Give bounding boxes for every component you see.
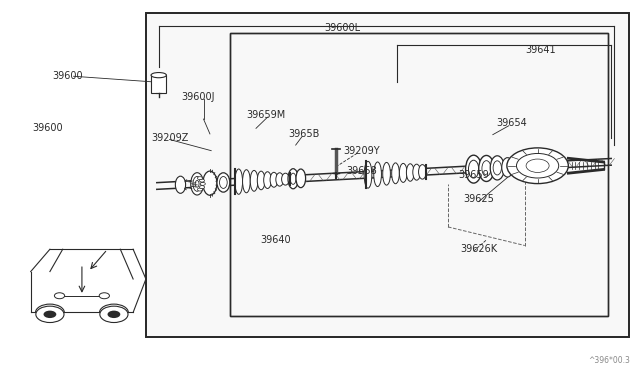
Circle shape <box>36 306 64 323</box>
Ellipse shape <box>364 161 372 188</box>
Ellipse shape <box>220 176 227 188</box>
Ellipse shape <box>479 155 494 182</box>
Ellipse shape <box>276 173 284 186</box>
Ellipse shape <box>257 171 265 190</box>
Ellipse shape <box>490 156 504 180</box>
Text: 39600: 39600 <box>52 71 83 81</box>
Ellipse shape <box>151 73 166 78</box>
Ellipse shape <box>291 173 296 185</box>
Text: 39658: 39658 <box>346 166 377 176</box>
Bar <box>146 13 629 337</box>
Text: 39625: 39625 <box>463 194 494 204</box>
Text: 39600: 39600 <box>33 124 63 133</box>
Circle shape <box>197 177 202 180</box>
Ellipse shape <box>468 160 479 178</box>
Text: 39209Z: 39209Z <box>151 133 188 142</box>
Circle shape <box>507 148 568 184</box>
Circle shape <box>200 186 205 189</box>
Bar <box>151 75 166 93</box>
Ellipse shape <box>175 176 186 193</box>
Circle shape <box>44 311 56 318</box>
Text: 39659M: 39659M <box>246 110 285 120</box>
Ellipse shape <box>235 169 243 194</box>
Ellipse shape <box>264 172 271 189</box>
Ellipse shape <box>374 162 381 186</box>
Ellipse shape <box>217 173 230 192</box>
Bar <box>230 33 608 316</box>
Ellipse shape <box>282 173 289 185</box>
Circle shape <box>108 311 120 318</box>
Ellipse shape <box>493 161 502 175</box>
Text: ^396*00.3: ^396*00.3 <box>589 356 630 365</box>
Ellipse shape <box>413 164 420 180</box>
Ellipse shape <box>270 172 278 187</box>
Circle shape <box>200 179 205 182</box>
Ellipse shape <box>203 171 217 195</box>
Ellipse shape <box>193 176 201 191</box>
Circle shape <box>197 188 202 191</box>
Text: 39659: 39659 <box>458 170 489 180</box>
Ellipse shape <box>406 164 414 181</box>
Text: 39600L: 39600L <box>324 23 360 33</box>
Circle shape <box>99 293 109 299</box>
Circle shape <box>526 159 549 173</box>
Ellipse shape <box>466 155 482 183</box>
Circle shape <box>200 182 205 185</box>
Ellipse shape <box>243 170 250 193</box>
Circle shape <box>100 306 128 323</box>
Ellipse shape <box>419 165 426 179</box>
Bar <box>146 13 629 337</box>
Text: 39641: 39641 <box>525 45 556 55</box>
Ellipse shape <box>482 161 491 176</box>
Text: 39209Y: 39209Y <box>343 146 380 155</box>
Text: 39640: 39640 <box>260 235 291 245</box>
Ellipse shape <box>399 163 407 182</box>
Text: 39626K: 39626K <box>460 244 497 254</box>
Text: 3965B: 3965B <box>288 129 320 139</box>
Ellipse shape <box>250 170 258 191</box>
Text: 39600J: 39600J <box>182 92 215 102</box>
Text: 39654: 39654 <box>497 118 527 128</box>
Ellipse shape <box>296 169 306 187</box>
Circle shape <box>516 154 559 178</box>
Ellipse shape <box>502 158 513 177</box>
Bar <box>230 33 608 316</box>
Circle shape <box>54 293 65 299</box>
Ellipse shape <box>383 163 390 185</box>
Ellipse shape <box>392 163 399 184</box>
Ellipse shape <box>195 180 199 187</box>
Ellipse shape <box>288 169 298 189</box>
Ellipse shape <box>191 173 204 195</box>
